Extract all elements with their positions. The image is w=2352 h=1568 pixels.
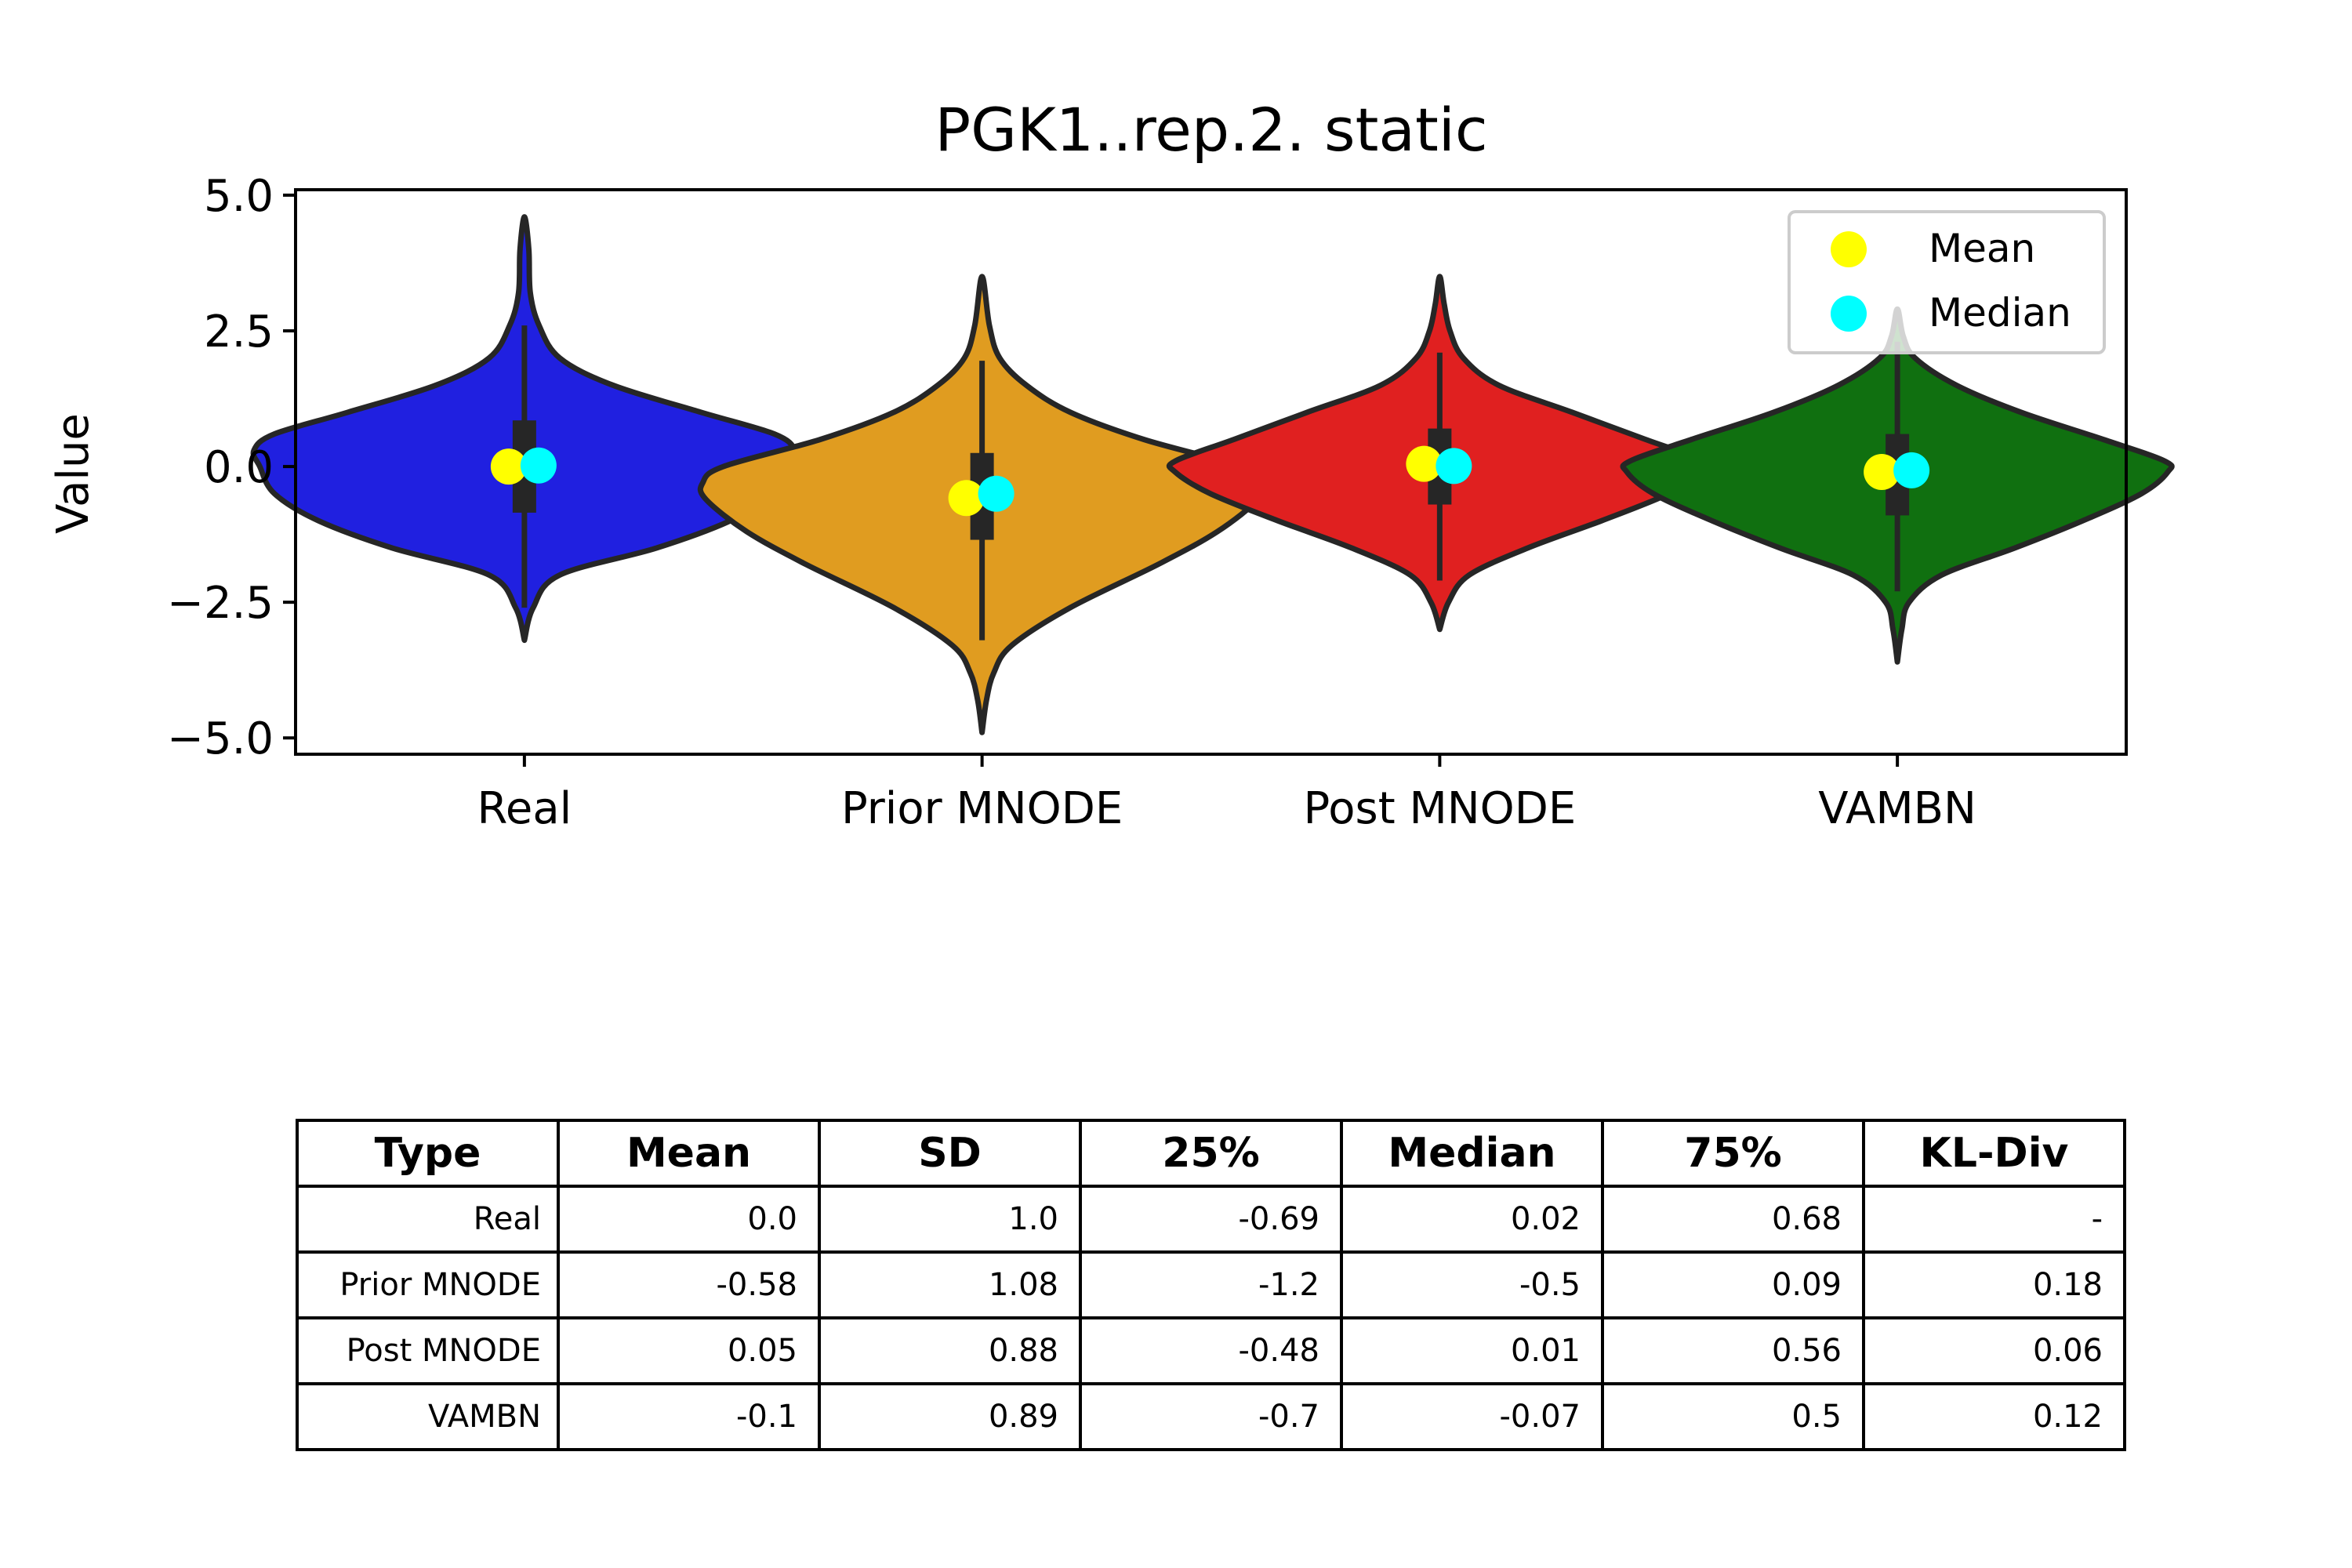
x-tick-label: VAMBN	[1818, 783, 1976, 834]
table-cell: -0.5	[1340, 1250, 1604, 1319]
plot-frame	[294, 188, 2128, 756]
table-row: VAMBN -0.1 0.89 -0.7 -0.07 0.5 0.12	[296, 1382, 2126, 1451]
statistics-table: Type Mean SD 25% Median 75% KL-Div Real …	[296, 1119, 2126, 1451]
table-cell: Real	[296, 1185, 560, 1254]
median-marker	[1893, 452, 1930, 488]
table-cell: Post MNODE	[296, 1316, 560, 1385]
table-cell: -0.69	[1079, 1185, 1343, 1254]
mean-marker	[490, 448, 527, 485]
table-header-cell: SD	[818, 1119, 1082, 1188]
table-cell: 0.68	[1601, 1185, 1865, 1254]
mean-marker	[1864, 454, 1900, 490]
legend-mean-marker	[1831, 231, 1867, 267]
x-tick-label: Prior MNODE	[841, 783, 1123, 834]
y-tick-label: 2.5	[204, 307, 274, 358]
table-cell: 0.02	[1340, 1185, 1604, 1254]
y-tick-label: 0.0	[204, 442, 274, 493]
table-cell: 0.09	[1601, 1250, 1865, 1319]
table-cell: 0.0	[557, 1185, 821, 1254]
legend-mean-label: Mean	[1929, 226, 2035, 271]
table-header-cell: Mean	[557, 1119, 821, 1188]
table-header-cell: 75%	[1601, 1119, 1865, 1188]
table-cell: -0.48	[1079, 1316, 1343, 1385]
legend-median-label: Median	[1929, 290, 2071, 336]
table-cell: 0.56	[1601, 1316, 1865, 1385]
y-tick-label: 5.0	[204, 171, 274, 222]
table-cell: 0.01	[1340, 1316, 1604, 1385]
median-marker	[978, 475, 1014, 512]
table-cell: -0.7	[1079, 1382, 1343, 1451]
table-cell: 0.89	[818, 1382, 1082, 1451]
table-cell: 0.5	[1601, 1382, 1865, 1451]
table-header-row: Type Mean SD 25% Median 75% KL-Div	[296, 1119, 2126, 1188]
table-cell: 1.08	[818, 1250, 1082, 1319]
table-cell: 0.05	[557, 1316, 821, 1385]
table-cell: Prior MNODE	[296, 1250, 560, 1319]
table-cell: 0.88	[818, 1316, 1082, 1385]
table-cell: -1.2	[1079, 1250, 1343, 1319]
table-row: Prior MNODE -0.58 1.08 -1.2 -0.5 0.09 0.…	[296, 1250, 2126, 1319]
table-cell: 0.12	[1862, 1382, 2126, 1451]
table-header-cell: Type	[296, 1119, 560, 1188]
y-tick-label: −2.5	[167, 578, 274, 629]
table-header-cell: Median	[1340, 1119, 1604, 1188]
violin-series-group	[250, 214, 2175, 735]
table-cell: -	[1862, 1185, 2126, 1254]
table-row: Real 0.0 1.0 -0.69 0.02 0.68 -	[296, 1185, 2126, 1254]
table-cell: -0.07	[1340, 1382, 1604, 1451]
table-cell: -0.1	[557, 1382, 821, 1451]
legend-frame	[1788, 210, 2106, 354]
mean-marker	[948, 480, 985, 517]
y-tick-label: −5.0	[167, 713, 274, 764]
mean-marker	[1406, 445, 1443, 482]
chart-title: PGK1..rep.2. static	[935, 95, 1487, 165]
x-axis: Real Prior MNODE Post MNODE VAMBN	[477, 754, 1976, 834]
table-cell: 0.06	[1862, 1316, 2126, 1385]
x-tick-label: Post MNODE	[1303, 783, 1576, 834]
table-header-cell: 25%	[1079, 1119, 1343, 1188]
table-cell: -0.58	[557, 1250, 821, 1319]
median-marker	[520, 447, 557, 484]
median-marker	[1436, 448, 1472, 485]
y-axis-label: Value	[48, 413, 99, 534]
table-cell: 1.0	[818, 1185, 1082, 1254]
table-row: Post MNODE 0.05 0.88 -0.48 0.01 0.56 0.0…	[296, 1316, 2126, 1385]
table-header-cell: KL-Div	[1862, 1119, 2126, 1188]
legend-median-marker	[1831, 296, 1867, 332]
table-cell: 0.18	[1862, 1250, 2126, 1319]
table-cell: VAMBN	[296, 1382, 560, 1451]
legend: Mean Median	[1788, 210, 2106, 354]
x-tick-label: Real	[477, 783, 572, 834]
y-axis: 5.0 2.5 0.0 −2.5 −5.0	[167, 171, 296, 764]
